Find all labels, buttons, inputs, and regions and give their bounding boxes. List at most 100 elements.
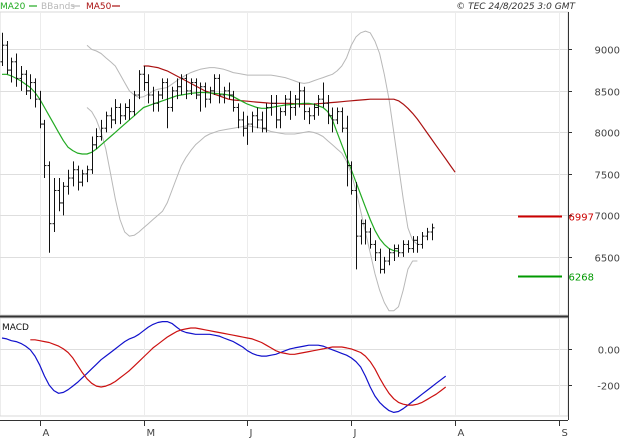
ohlc-bar [28, 74, 33, 100]
ohlc-bar [330, 107, 335, 133]
x-tick-label: J [353, 428, 357, 439]
ohlc-bar [231, 90, 236, 112]
ohlc-bar [189, 78, 194, 96]
ohlc-bar [415, 236, 420, 253]
ohlc-bar [184, 74, 189, 100]
ohlc-bar [175, 78, 180, 100]
ohlc-bar [241, 111, 246, 137]
ohlc-bar [288, 90, 293, 120]
price-y-tick-label: 7500 [595, 171, 620, 182]
ohlc-bar [420, 231, 425, 249]
ohlc-bar [203, 82, 208, 108]
ohlc-bar [85, 165, 90, 183]
ohlc-bar [312, 103, 317, 120]
ohlc-bar [363, 219, 368, 245]
legend-bbands-label: BBands [41, 2, 75, 12]
ohlc-bar [9, 57, 14, 83]
ohlc-bar [340, 107, 345, 133]
ohlc-bar [274, 95, 279, 129]
ohlc-bar [127, 99, 132, 120]
ohlc-bar [80, 169, 85, 187]
price-level-label: 6268 [569, 273, 594, 284]
price-levels: 6997 6268 [518, 213, 594, 284]
ohlc-bar [137, 70, 142, 100]
ohlc-bar [392, 244, 397, 262]
ohlc-bar [90, 136, 95, 174]
ohlc-bar [71, 161, 76, 187]
ohlc-bar [335, 107, 340, 125]
ohlc-bar [260, 111, 265, 133]
macd-y-tick-label: 0.00 [598, 346, 620, 357]
ohlc-bar [42, 119, 47, 179]
macd-title: MACD [2, 323, 29, 333]
price-level-label: 6997 [569, 213, 594, 224]
ohlc-bar [156, 90, 161, 112]
ohlc-bar [47, 161, 52, 253]
x-tick-label: A [458, 428, 465, 439]
ohlc-bar [14, 53, 19, 87]
ohlc-bar [99, 119, 104, 141]
ohlc-bar [245, 115, 250, 145]
ohlc-bar [61, 182, 66, 216]
ohlc-bar [212, 74, 217, 96]
macd-panel [0, 317, 569, 417]
macd-line [1, 321, 447, 413]
ohlc-bar [425, 227, 430, 241]
ohlc-bar [132, 90, 137, 116]
ohlc-bar [411, 236, 416, 253]
ohlc-bar [160, 78, 165, 100]
ohlc-bars [0, 32, 435, 274]
ohlc-bar [208, 86, 213, 104]
price-y-tick-label: 8000 [595, 129, 620, 140]
ohlc-bar [321, 82, 326, 108]
legend: MA20 BBands MA50 [0, 2, 120, 12]
ohlc-bar [401, 240, 406, 257]
ohlc-bar [66, 169, 71, 195]
legend-ma50-label: MA50 [86, 2, 112, 12]
ohlc-bar [283, 95, 288, 116]
ohlc-bar [151, 86, 156, 112]
ohlc-bar [179, 74, 184, 96]
ohlc-bar [113, 99, 118, 125]
macd-y-tick-label: -200 [597, 382, 620, 393]
ohlc-bar [236, 103, 241, 129]
ohlc-bar [326, 95, 331, 125]
ohlc-bar [354, 182, 359, 270]
ohlc-bar [255, 107, 260, 129]
copyright-label: © TEC 24/8/2025 3:0 GMT [456, 2, 576, 12]
ohlc-bar [227, 82, 232, 100]
ohlc-bar [194, 78, 199, 100]
ohlc-bar [373, 240, 378, 262]
ohlc-bar [250, 111, 255, 133]
ohlc-bar [222, 86, 227, 104]
ohlc-bar [198, 82, 203, 112]
macd-signal-line [30, 327, 447, 406]
ohlc-bar [19, 65, 24, 91]
ohlc-bar [345, 115, 350, 187]
ohlc-bar [57, 178, 62, 212]
ohlc-bar [368, 227, 373, 249]
ohlc-bar [264, 103, 269, 133]
ohlc-bar [387, 248, 392, 266]
ohlc-bar [302, 86, 307, 120]
ohlc-bar [38, 90, 43, 129]
ohlc-bar [278, 107, 283, 129]
ohlc-bar [118, 103, 123, 125]
ohlc-bar [170, 86, 175, 112]
ohlc-bar [0, 32, 5, 66]
price-y-tick-label: 8500 [595, 88, 620, 99]
ohlc-bar [5, 41, 10, 75]
price-y-tick-label: 9000 [595, 46, 620, 57]
ohlc-bar [378, 248, 383, 274]
ohlc-bar [316, 95, 321, 116]
x-tick-label: S [562, 428, 568, 439]
x-tick-label: J [249, 428, 253, 439]
price-panel [0, 11, 569, 316]
ohlc-bar [307, 107, 312, 125]
ohlc-bar [123, 103, 128, 120]
ohlc-bar [33, 78, 38, 108]
ohlc-bar [349, 161, 354, 195]
ohlc-bar [359, 219, 364, 245]
price-y-tick-label: 6500 [595, 254, 620, 265]
